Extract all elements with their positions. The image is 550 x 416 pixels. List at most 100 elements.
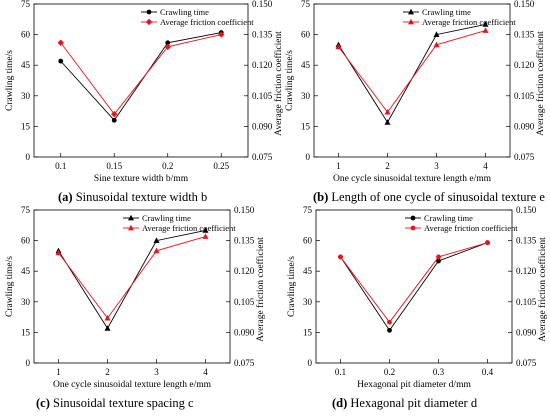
legend-label: Average friction coefficient xyxy=(424,223,518,233)
legend-swatch-marker xyxy=(410,225,416,231)
y-tick-label: 60 xyxy=(301,30,311,40)
y2-axis-label: Average friction coefficient xyxy=(255,237,266,342)
y2-tick-label: 0.120 xyxy=(234,266,255,276)
y2-tick-label: 0.135 xyxy=(516,236,537,246)
data-point xyxy=(433,31,440,37)
x-axis-label: One cycle sinusoidal texture length e/mm xyxy=(53,380,212,390)
data-point xyxy=(164,43,171,51)
caption-c: (c) Sinusoidal texture spacing c xyxy=(36,396,194,411)
y2-tick-label: 0.150 xyxy=(252,0,273,9)
data-point xyxy=(104,314,111,321)
legend-label: Average friction coefficient xyxy=(422,17,516,27)
y2-tick-label: 0.105 xyxy=(252,91,273,101)
caption-d-label: (d) xyxy=(332,396,348,410)
data-point xyxy=(104,325,111,331)
data-point xyxy=(153,247,160,254)
y-tick-label: 45 xyxy=(21,266,31,276)
y2-tick-label: 0.135 xyxy=(252,30,273,40)
y-axis-label: Crawling time/s xyxy=(287,256,297,317)
data-point xyxy=(55,249,62,256)
legend-swatch-marker xyxy=(146,9,152,15)
caption-b: (b) Length of one cycle of sinusoidal te… xyxy=(313,190,545,205)
y2-tick-label: 0.090 xyxy=(234,327,255,337)
y2-axis-label: Average friction coefficient xyxy=(273,31,284,136)
caption-d-text: Hexagonal pit diameter d xyxy=(350,396,478,410)
series-line xyxy=(340,242,488,323)
y-tick-label: 15 xyxy=(21,327,31,337)
legend-swatch-marker xyxy=(128,224,134,231)
series-line xyxy=(338,23,486,124)
y-tick-label: 15 xyxy=(303,327,313,337)
caption-a-text: Sinusoidal texture width b xyxy=(75,190,208,204)
y-tick-label: 60 xyxy=(303,236,313,246)
caption-a: (a) Sinusoidal texture width b xyxy=(58,190,207,205)
y-axis-label: Crawling time/s xyxy=(285,50,295,111)
y2-tick-label: 0.150 xyxy=(516,205,537,215)
x-tick-label: 1 xyxy=(56,367,61,377)
plot-frame xyxy=(313,3,511,158)
legend-swatch-marker xyxy=(145,18,153,26)
legend-swatch-marker xyxy=(408,18,414,25)
data-point xyxy=(111,117,117,123)
data-point xyxy=(335,43,342,50)
y-tick-label: 75 xyxy=(301,0,311,9)
data-point xyxy=(384,119,391,125)
series-line xyxy=(338,30,486,113)
y-tick-label: 30 xyxy=(21,297,31,307)
x-axis-label: One cycle sinusoidal texture length e/mm xyxy=(333,174,492,184)
y2-tick-label: 0.075 xyxy=(234,358,255,368)
y-tick-label: 15 xyxy=(301,121,311,131)
y2-tick-label: 0.105 xyxy=(234,297,255,307)
y2-tick-label: 0.105 xyxy=(516,297,537,307)
y2-tick-label: 0.075 xyxy=(516,358,537,368)
y-tick-label: 0 xyxy=(306,152,311,162)
chart-c: 0 15 30 45 60 75 0.075 0.090 0.105 0.120 0.135 0.15… xyxy=(5,205,266,390)
data-point xyxy=(436,254,441,260)
y-tick-label: 30 xyxy=(301,91,311,101)
data-point xyxy=(387,327,392,333)
x-tick-label: 3 xyxy=(154,367,159,377)
series-line xyxy=(60,32,222,122)
y2-tick-label: 0.090 xyxy=(516,327,537,337)
x-tick-label: 2 xyxy=(105,367,110,377)
y-tick-label: 75 xyxy=(303,205,313,215)
caption-d: (d) Hexagonal pit diameter d xyxy=(332,396,477,411)
data-point xyxy=(165,40,171,46)
y-tick-label: 30 xyxy=(21,91,31,101)
x-tick-label: 4 xyxy=(203,367,208,377)
y2-tick-label: 0.090 xyxy=(252,121,273,131)
y-axis-label: Crawling time/s xyxy=(5,50,15,111)
caption-a-label: (a) xyxy=(58,190,73,204)
data-point xyxy=(482,21,489,27)
x-tick-label: 0.4 xyxy=(482,367,494,377)
x-tick-label: 0.2 xyxy=(384,367,395,377)
y2-tick-label: 0.090 xyxy=(514,121,535,131)
x-tick-label: 0.1 xyxy=(335,367,346,377)
data-point xyxy=(57,39,64,46)
data-point xyxy=(58,58,64,64)
y-tick-label: 30 xyxy=(303,297,313,307)
data-point xyxy=(111,110,118,118)
y-tick-label: 0 xyxy=(308,358,313,368)
y2-tick-label: 0.135 xyxy=(514,30,535,40)
y2-axis-label: Average friction coefficient xyxy=(535,31,546,136)
legend-label: Crawling time xyxy=(422,7,471,17)
caption-b-label: (b) xyxy=(313,190,329,204)
x-tick-label: 4 xyxy=(483,161,488,171)
caption-c-text: Sinusoidal texture spacing c xyxy=(53,396,194,410)
caption-b-text: Length of one cycle of sinusoidal textur… xyxy=(331,190,545,204)
y-tick-label: 15 xyxy=(21,121,31,131)
y-tick-label: 60 xyxy=(21,30,31,40)
legend-label: Crawling time xyxy=(424,213,473,223)
x-tick-label: 0.1 xyxy=(55,161,66,171)
chart-b: 0 15 30 45 60 75 0.075 0.090 0.105 0.120 0.135 0.15… xyxy=(285,0,546,184)
y-tick-label: 0 xyxy=(26,358,31,368)
x-axis-label: Sine texture width b/mm xyxy=(94,174,189,184)
legend-swatch-marker xyxy=(410,215,416,221)
x-tick-label: 1 xyxy=(336,161,341,171)
legend-label: Crawling time xyxy=(160,7,209,17)
y2-tick-label: 0.105 xyxy=(514,91,535,101)
x-tick-label: 3 xyxy=(434,161,439,171)
plot-frame xyxy=(33,3,249,158)
y-tick-label: 75 xyxy=(21,0,31,9)
